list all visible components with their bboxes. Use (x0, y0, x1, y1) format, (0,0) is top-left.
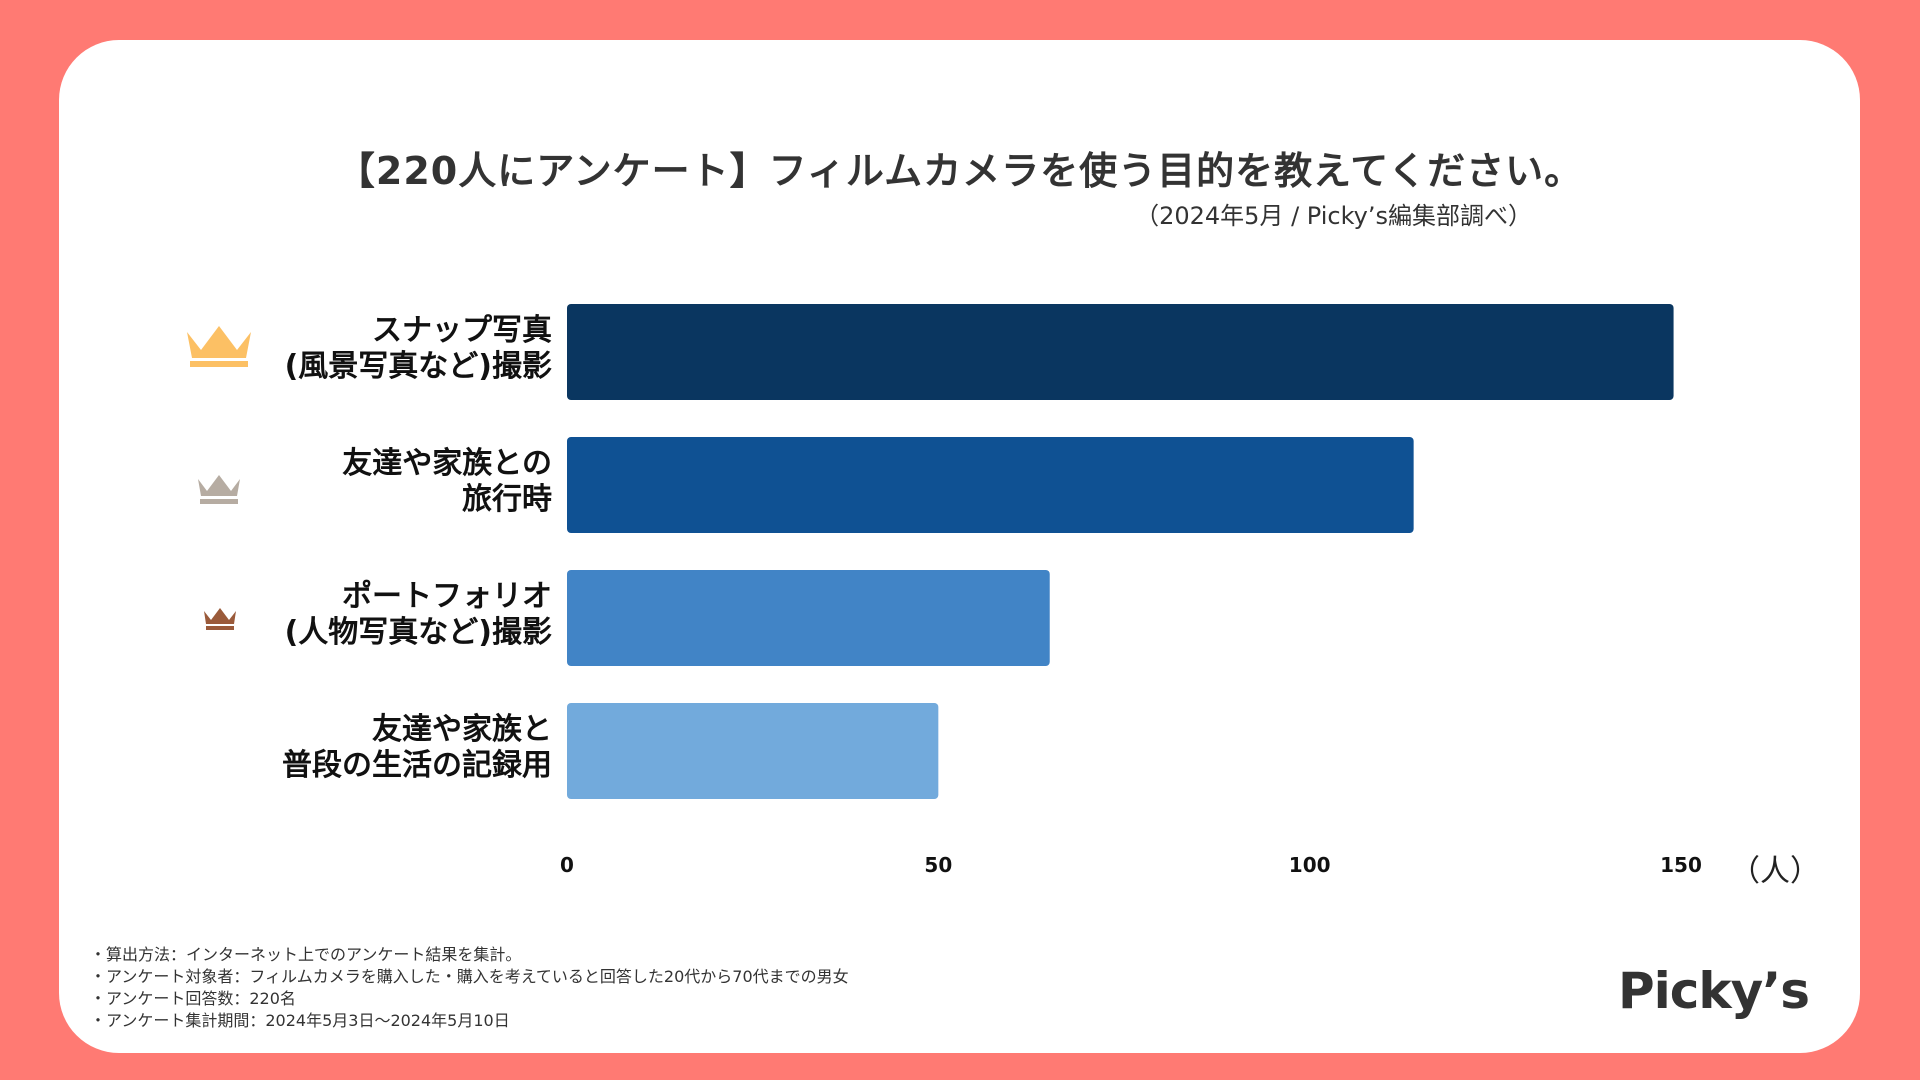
bar-4 (567, 703, 939, 799)
category-label-1: スナップ写真 (風景写真など)撮影 (152, 313, 552, 385)
chart-title: 【220人にアンケート】フィルムカメラを使う目的を教えてください。 (336, 149, 1584, 193)
category-label-2-line1: 友達や家族との (342, 446, 552, 481)
bronze-crown-icon (204, 608, 236, 630)
category-label-3-line1: ポートフォリオ (342, 579, 552, 614)
category-label-4-line2: 普段の生活の記録用 (282, 748, 552, 783)
pickys-logo: Picky’s (1618, 962, 1810, 1020)
category-label-3: ポートフォリオ (人物写真など)撮影 (152, 579, 552, 651)
footnote-method: ・算出方法：インターネット上でのアンケート結果を集計。 (90, 945, 522, 964)
x-tick-label: 0 (560, 853, 574, 877)
x-axis-unit-label: （人） (1730, 854, 1820, 889)
category-label-2-line2: 旅行時 (462, 482, 552, 517)
footnotes: ・算出方法：インターネット上でのアンケート結果を集計。 ・アンケート対象者：フィ… (90, 944, 849, 1032)
category-label-1-line1: スナップ写真 (372, 313, 552, 348)
x-tick-label: 150 (1660, 853, 1702, 877)
category-label-4-line1: 友達や家族と (372, 712, 552, 747)
gold-crown-icon (187, 326, 251, 367)
footnote-target: ・アンケート対象者：フィルムカメラを購入した・購入を考えていると回答した20代か… (90, 967, 849, 986)
x-tick-label: 100 (1289, 853, 1331, 877)
card-background (59, 40, 1860, 1053)
category-label-1-line2: (風景写真など)撮影 (284, 349, 552, 384)
silver-crown-icon (198, 475, 240, 504)
category-label-4: 友達や家族と 普段の生活の記録用 (152, 712, 552, 784)
chart-subtitle: （2024年5月 / Picky’s編集部調べ） (1135, 202, 1532, 230)
x-tick-label: 50 (924, 853, 952, 877)
footnote-count: ・アンケート回答数：220名 (90, 989, 296, 1008)
footnote-period: ・アンケート集計期間：2024年5月3日〜2024年5月10日 (90, 1011, 510, 1030)
category-label-2: 友達や家族との 旅行時 (152, 446, 552, 518)
category-label-3-line2: (人物写真など)撮影 (284, 615, 552, 650)
bar-3 (567, 570, 1050, 666)
bar-1 (567, 304, 1674, 400)
bar-2 (567, 437, 1414, 533)
